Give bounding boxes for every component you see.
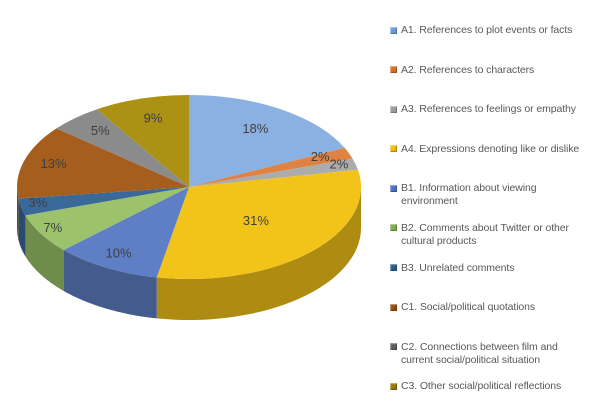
legend-swatch-A4 <box>390 145 397 153</box>
legend: A1. References to plot events or facts A2… <box>390 24 600 404</box>
legend-swatch-B2 <box>390 224 397 232</box>
pie-wall-B2 <box>25 215 64 291</box>
pie-label-B1: 10% <box>106 246 132 261</box>
legend-label-B1: B1. Information about viewing environmen… <box>401 182 537 208</box>
legend-label-B2: B2. Comments about Twitter or other cult… <box>401 221 569 247</box>
legend-item-B3: B3. Unrelated comments <box>390 262 600 302</box>
pie-slice-A2 <box>189 147 353 187</box>
legend-label-A2: A2. References to characters <box>401 63 535 76</box>
pie-slice-A1 <box>189 95 345 187</box>
pie-slice-A3 <box>189 158 358 187</box>
pie-label-A2: 2% <box>311 149 330 164</box>
legend-label-C1: C1. Social/political quotations <box>401 301 536 314</box>
legend-label-A3: A3. References to feelings or empathy <box>401 103 576 116</box>
pie-slice-C3 <box>96 95 189 187</box>
pie-wall-C1 <box>17 187 19 240</box>
pie-label-C2: 5% <box>91 123 110 138</box>
legend-swatch-A3 <box>390 105 397 113</box>
pie-slice-B3 <box>18 187 189 216</box>
legend-swatch-C1 <box>390 303 397 311</box>
legend-item-B2: B2. Comments about Twitter or other cult… <box>390 222 600 262</box>
legend-swatch-B3 <box>390 264 397 272</box>
legend-item-A2: A2. References to characters <box>390 64 600 104</box>
legend-label-B3: B3. Unrelated comments <box>401 261 515 274</box>
pie-label-B2: 7% <box>43 220 62 235</box>
pie-label-C1: 13% <box>41 156 67 171</box>
legend-label-A1: A1. References to plot events or facts <box>401 24 573 36</box>
pie-slice-C1 <box>17 128 190 199</box>
pie-slice-A4 <box>156 169 361 279</box>
legend-item-C3: C3. Other social/political reflections <box>390 380 600 404</box>
legend-swatch-C2 <box>390 343 397 351</box>
pie-wall-B1 <box>63 249 157 319</box>
legend-item-C2: C2. Connections between film and current… <box>390 341 600 381</box>
pie-slice-B1 <box>63 187 189 278</box>
legend-swatch-C3 <box>390 382 397 390</box>
legend-item-A1: A1. References to plot events or facts <box>390 24 600 64</box>
legend-label-C2: C2. Connections between film and current… <box>401 340 558 366</box>
pie-slice-B2 <box>25 187 190 250</box>
legend-item-A4: A4. Expressions denoting like or dislike <box>390 143 600 183</box>
pie-label-A3: 2% <box>330 156 349 171</box>
pie-label-B3: 3% <box>29 195 48 210</box>
pie-label-A4: 31% <box>243 213 269 228</box>
legend-swatch-B1 <box>390 184 397 192</box>
legend-label-C3: C3. Other social/political reflections <box>401 380 562 393</box>
pie-wall-A4 <box>156 187 361 320</box>
legend-swatch-A1 <box>390 26 397 34</box>
pie-wall-B3 <box>18 198 26 257</box>
legend-item-A3: A3. References to feelings or empathy <box>390 103 600 143</box>
legend-label-A4: A4. Expressions denoting like or dislike <box>401 142 580 155</box>
legend-swatch-A2 <box>390 66 397 74</box>
legend-item-B1: B1. Information about viewing environmen… <box>390 182 600 222</box>
pie-label-C3: 9% <box>144 111 163 126</box>
pie-slice-C2 <box>56 109 189 187</box>
pie-label-A1: 18% <box>242 121 268 136</box>
legend-item-C1: C1. Social/political quotations <box>390 301 600 341</box>
